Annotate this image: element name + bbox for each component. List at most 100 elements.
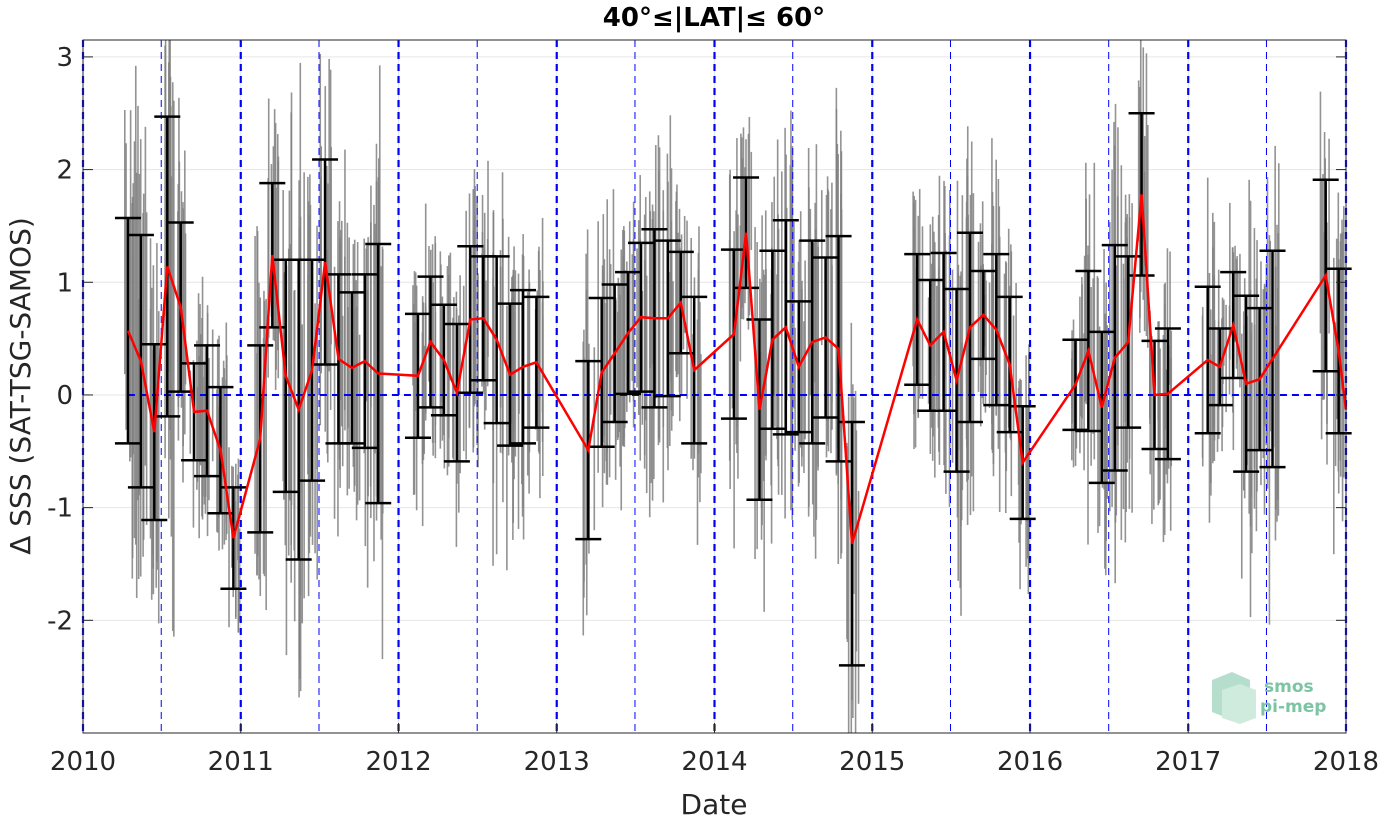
scatter-cluster: [1092, 278, 1094, 434]
scatter-cluster: [854, 390, 857, 733]
scatter-cluster: [1104, 313, 1106, 448]
scatter-cluster: [1090, 287, 1092, 466]
scatter-cluster: [303, 172, 305, 599]
scatter-cluster: [777, 228, 780, 495]
scatter-cluster: [933, 268, 936, 376]
scatter-cluster: [927, 297, 930, 404]
scatter-cluster: [1234, 245, 1236, 342]
scatter-cluster: [608, 249, 611, 478]
scatter-cluster: [1083, 255, 1086, 403]
scatter-cluster: [1106, 325, 1109, 499]
scatter-cluster: [748, 116, 751, 316]
scatter-cluster: [1093, 162, 1096, 460]
scatter-cluster: [1149, 337, 1151, 475]
scatter-cluster: [356, 242, 359, 505]
scatter-cluster: [1335, 238, 1338, 420]
x-axis-label: Date: [681, 788, 748, 818]
scatter-cluster: [1213, 319, 1216, 441]
scatter-cluster: [123, 110, 126, 375]
logo-text-pi-mep: pi-mep: [1260, 697, 1326, 717]
scatter-cluster: [1004, 261, 1007, 514]
scatter-cluster: [1342, 206, 1345, 478]
scatter-cluster: [1201, 315, 1204, 458]
scatter-cluster: [474, 215, 476, 386]
scatter-cluster: [1019, 378, 1021, 590]
scatter-cluster: [156, 343, 159, 570]
scatter-cluster: [1255, 278, 1258, 532]
scatter-cluster: [170, 176, 173, 537]
scatter-cluster: [319, 176, 322, 351]
scatter-cluster: [662, 210, 665, 503]
monthly-mean-line: [126, 194, 1348, 545]
scatter-cluster: [1165, 369, 1168, 475]
scatter-cluster: [486, 239, 489, 387]
chart-title: 40°≤|LAT|≤ 60°: [603, 3, 825, 33]
scatter-cluster: [341, 315, 344, 467]
scatter-cluster: [1242, 311, 1245, 491]
scatter-cluster: [774, 252, 776, 427]
scatter-cluster: [204, 344, 207, 514]
scatter-cluster: [1240, 333, 1243, 579]
scatter-cluster: [813, 242, 815, 537]
scatter-cluster: [754, 227, 756, 560]
scatter-cluster: [670, 220, 673, 382]
scatter-cluster: [637, 220, 640, 416]
scatter-cluster: [1210, 354, 1212, 496]
scatter-cluster: [603, 259, 606, 474]
scatter-cluster: [682, 251, 685, 350]
scatter-cluster: [699, 302, 701, 503]
scatter-cluster: [1326, 240, 1328, 465]
y-tick-label: 0: [56, 381, 73, 411]
scatter-cluster: [287, 248, 290, 556]
scatter-cluster: [1322, 174, 1324, 400]
logo-text-smos: smos: [1264, 677, 1314, 697]
scatter-cluster: [979, 223, 982, 367]
scatter-cluster: [222, 360, 225, 476]
scatter-cluster: [1096, 276, 1099, 431]
scatter-cluster: [511, 298, 513, 424]
scatter-cluster: [258, 282, 260, 580]
y-tick-label: 2: [56, 156, 73, 186]
scatter-cluster: [643, 214, 646, 469]
scatter-cluster: [645, 275, 648, 494]
scatter-cluster: [189, 370, 192, 454]
scatter-cluster: [1212, 247, 1214, 432]
scatter-cluster: [129, 218, 131, 462]
scatter-cluster: [506, 305, 508, 571]
scatter-cluster: [1333, 257, 1335, 555]
scatter-cluster: [1249, 200, 1252, 527]
scatter-cluster: [1103, 248, 1105, 490]
scatter-cluster: [698, 226, 700, 447]
scatter-cluster: [764, 210, 767, 456]
scatter-cluster: [434, 312, 437, 425]
scatter-cluster: [507, 236, 510, 456]
scatter-cluster: [1081, 276, 1083, 430]
scatter-cluster: [835, 87, 838, 474]
scatter-cluster: [641, 290, 644, 425]
scatter-cluster: [539, 270, 541, 499]
scatter-cluster: [423, 345, 426, 454]
scatter-cluster: [597, 221, 599, 473]
scatter-cluster: [1025, 355, 1027, 567]
scatter-cluster: [648, 191, 651, 518]
scatter-cluster: [1162, 335, 1165, 543]
scatter-cluster: [526, 291, 529, 476]
scatter-cluster: [131, 252, 134, 559]
scatter-cluster: [439, 251, 442, 449]
scatter-cluster: [931, 216, 934, 461]
scatter-cluster: [729, 169, 731, 489]
scatter-cluster: [1221, 332, 1223, 452]
scatter-cluster: [1026, 427, 1029, 559]
scatter-cluster: [339, 230, 342, 401]
scatter-cluster: [432, 282, 434, 456]
scatter-cluster: [217, 407, 220, 518]
scatter-cluster: [1274, 145, 1276, 448]
scatter-cluster: [632, 238, 635, 402]
scatter-cluster: [465, 210, 467, 460]
scatter-cluster: [164, 40, 167, 316]
x-tick-label: 2015: [839, 747, 905, 777]
scatter-cluster: [972, 193, 975, 512]
scatter-cluster: [1143, 136, 1146, 267]
scatter-cluster: [1145, 53, 1148, 336]
scatter-cluster: [1216, 327, 1219, 452]
